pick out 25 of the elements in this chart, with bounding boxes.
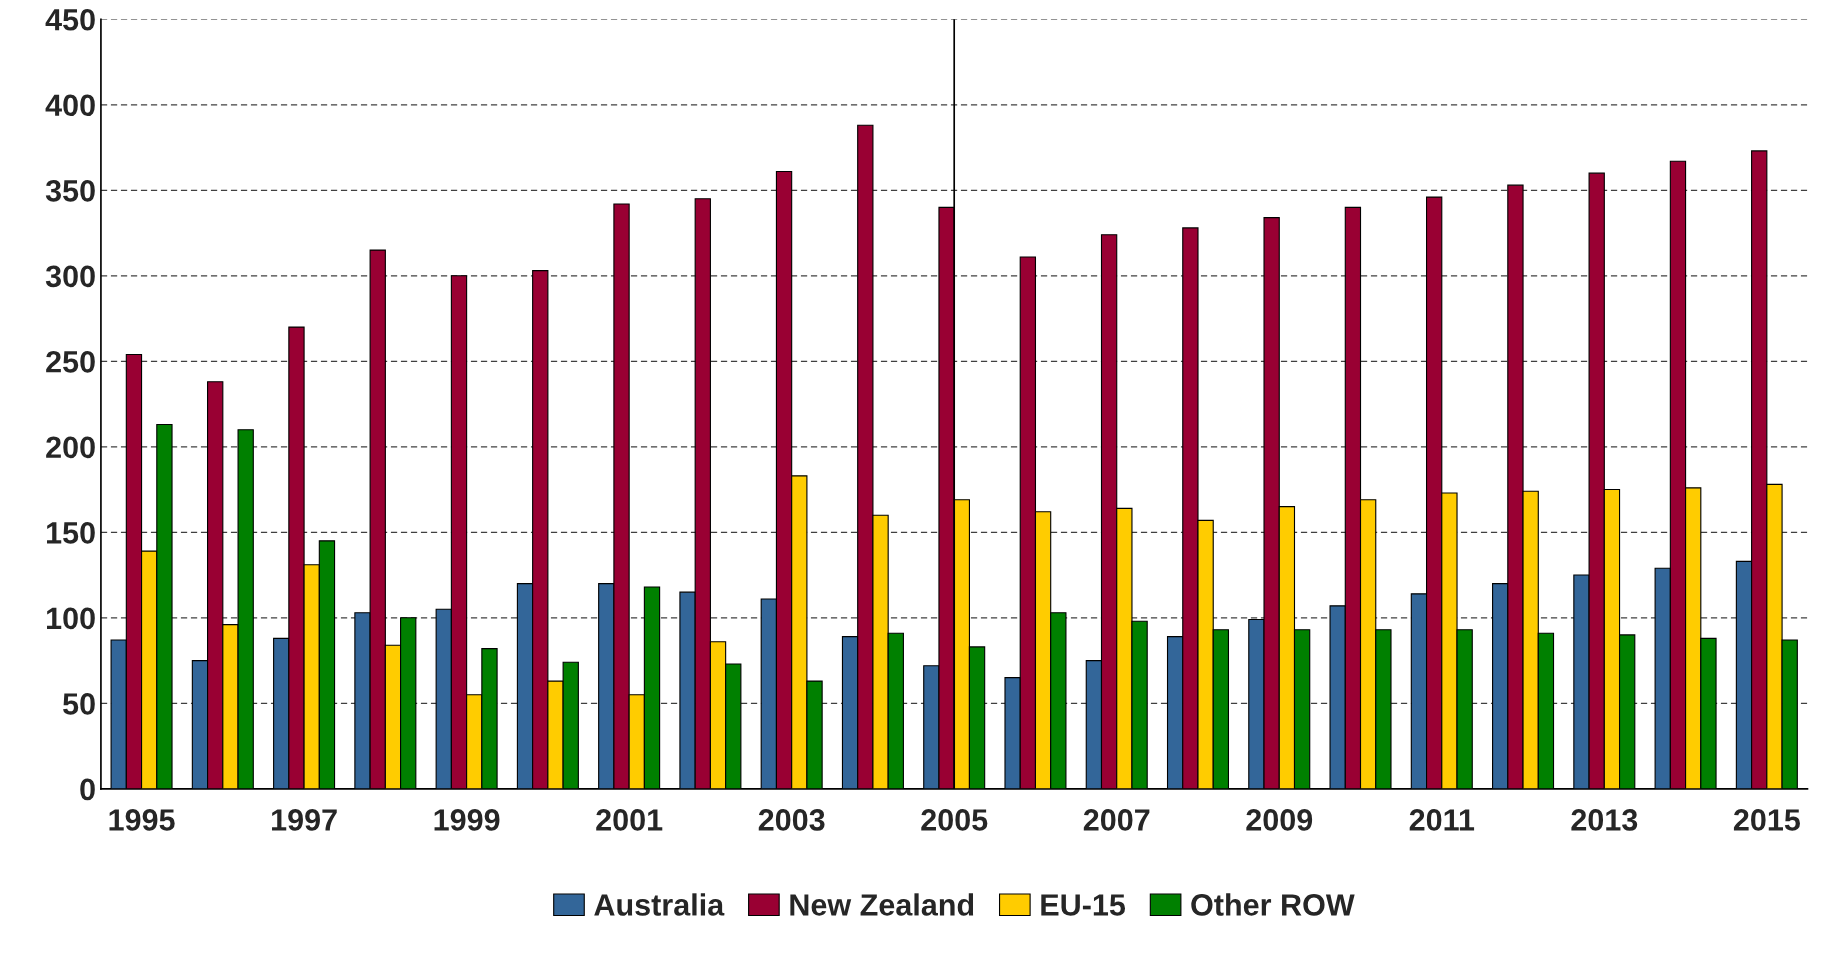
x-tick-label: 1999 (434, 809, 500, 831)
legend-label: Other ROW (1191, 893, 1355, 916)
y-tick-label: 50 (63, 693, 95, 715)
y-tick-label: 250 (46, 351, 95, 373)
y-tick-label: 150 (47, 522, 95, 544)
legend-label: Australia (594, 893, 725, 916)
x-tick-label: 2015 (1733, 809, 1800, 831)
y-tick-label: 200 (46, 436, 95, 459)
x-tick-label: 2003 (758, 809, 825, 831)
y-tick-label: 0 (80, 778, 95, 801)
y-tick-label: 300 (45, 265, 95, 288)
x-tick-label: 2009 (1246, 809, 1313, 831)
legend-label: EU-15 (1041, 894, 1126, 916)
x-tick-label: 2011 (1409, 809, 1475, 831)
x-tick-label: 1995 (109, 809, 175, 831)
legend-label: New Zealand (790, 893, 974, 916)
y-tick-label: 450 (45, 8, 95, 31)
x-tick-label: 2013 (1571, 809, 1638, 831)
x-tick-label: 1997 (272, 809, 337, 831)
x-tick-label: 2001 (596, 809, 663, 831)
x-tick-label: 2005 (921, 809, 988, 831)
y-tick-label: 100 (47, 607, 95, 630)
x-tick-label: 2007 (1083, 809, 1150, 831)
y-tick-label: 350 (45, 180, 95, 202)
y-tick-label: 400 (45, 94, 95, 117)
